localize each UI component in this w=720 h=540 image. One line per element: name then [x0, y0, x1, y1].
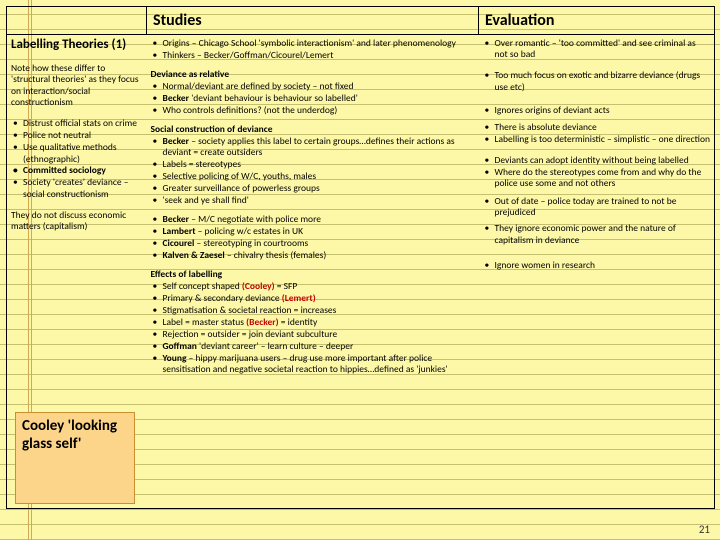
sec1-title: Deviance as relative	[151, 69, 475, 80]
list-item: 'seek and ye shall find'	[151, 195, 475, 206]
list-item: Ignores origins of deviant acts	[483, 105, 711, 116]
eval-first-list: Over romantic – 'too committed' and see …	[483, 38, 711, 61]
evaluation-cell: Over romantic – 'too committed' and see …	[479, 35, 715, 509]
list-item: Police not neutral	[11, 130, 143, 141]
left-column: Labelling Theories (1) Note how these di…	[7, 35, 147, 509]
list-item: Stigmatisation & societal reaction = inc…	[151, 305, 475, 316]
list-item: Becker 'deviant behaviour is behaviour s…	[151, 93, 475, 104]
list-item: Becker – M/C negotiate with police more	[151, 214, 475, 225]
list-item: Thinkers – Becker/Goffman/Cicourel/Lemer…	[151, 50, 475, 61]
list-item: Distrust official stats on crime	[11, 118, 143, 129]
list-item: Cicourel – stereotyping in courtrooms	[151, 238, 475, 249]
studies-top-list: Origins – Chicago School 'symbolic inter…	[151, 38, 475, 61]
list-item: Origins – Chicago School 'symbolic inter…	[151, 38, 475, 49]
list-item: Where do the stereotypes come from and w…	[483, 167, 711, 190]
sec2-list: Becker – society applies this label to c…	[151, 136, 475, 206]
list-item: Goffman 'deviant career' – learn culture…	[151, 341, 475, 352]
sec4-title: Effects of labelling	[151, 269, 475, 280]
list-item: They ignore economic power and the natur…	[483, 223, 711, 246]
sec3-list: Becker – M/C negotiate with police moreL…	[151, 214, 475, 261]
differ-note: Note how these differ to 'structural the…	[11, 63, 143, 109]
list-item: There is absolute deviance	[483, 122, 711, 133]
topic-title: Labelling Theories (1)	[11, 37, 126, 52]
list-item: Over romantic – 'too committed' and see …	[483, 38, 711, 61]
list-item: Becker – society applies this label to c…	[151, 136, 475, 159]
list-item: Primary & secondary deviance (Lemert)	[151, 293, 475, 304]
list-item: Committed sociology	[11, 165, 143, 176]
list-item: Rejection = outsider = join deviant subc…	[151, 329, 475, 340]
list-item: Ignore women in research	[483, 260, 711, 271]
studies-header: Studies	[147, 7, 479, 35]
sec2-title: Social construction of deviance	[151, 124, 475, 135]
blank-header-cell	[7, 7, 147, 35]
left-footnote: They do not discuss economic matters (ca…	[11, 210, 143, 233]
list-item: Out of date – police today are trained t…	[483, 196, 711, 219]
list-item: Lambert – policing w/c estates in UK	[151, 226, 475, 237]
eval-rest-list: Too much focus on exotic and bizarre dev…	[483, 70, 711, 271]
list-item: Use qualitative methods (ethnographic)	[11, 142, 143, 165]
list-item: Society 'creates' deviance – social cons…	[11, 177, 143, 200]
list-item: Labelling is too deterministic – simplis…	[483, 134, 711, 145]
page-number: 21	[699, 523, 710, 536]
list-item: Kalven & Zaesel – chivalry thesis (femal…	[151, 250, 475, 261]
list-item: Label = master status (Becker) = identit…	[151, 317, 475, 328]
cooley-callout: Cooley 'looking glass self'	[15, 412, 135, 504]
left-bullet-list: Distrust official stats on crimePolice n…	[11, 118, 143, 200]
list-item: Selective policing of W/C, youths, males	[151, 171, 475, 182]
list-item: Normal/deviant are defined by society – …	[151, 81, 475, 92]
list-item: Greater surveillance of powerless groups	[151, 183, 475, 194]
studies-cell: Origins – Chicago School 'symbolic inter…	[147, 35, 479, 509]
list-item: Who controls definitions? (not the under…	[151, 105, 475, 116]
list-item: Too much focus on exotic and bizarre dev…	[483, 70, 711, 93]
sec1-list: Normal/deviant are defined by society – …	[151, 81, 475, 116]
list-item: Young – hippy marijuana users – drug use…	[151, 353, 475, 376]
sec4-list: Self concept shaped (Cooley) = SFPPrimar…	[151, 281, 475, 375]
list-item: Self concept shaped (Cooley) = SFP	[151, 281, 475, 292]
list-item: Labels = stereotypes	[151, 159, 475, 170]
evaluation-header: Evaluation	[479, 7, 715, 35]
notes-table: Studies Evaluation Labelling Theories (1…	[6, 6, 715, 509]
list-item: Deviants can adopt identity without bein…	[483, 155, 711, 166]
